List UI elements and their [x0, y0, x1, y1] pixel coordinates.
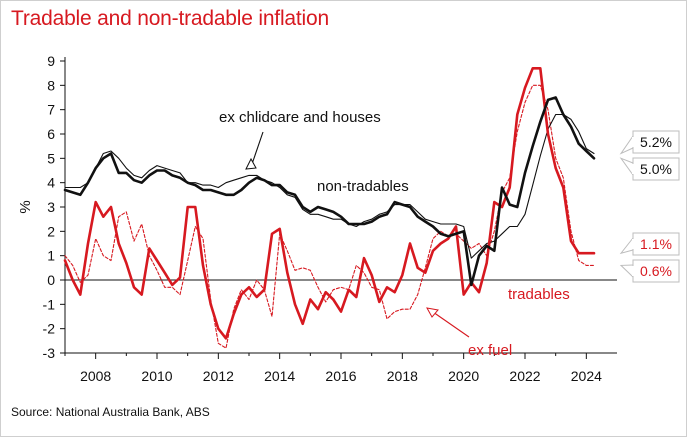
annotation-tradables: tradables [508, 286, 570, 303]
y-tick-label: -2 [43, 321, 56, 337]
source-note: Source: National Australia Bank, ABS [11, 405, 210, 419]
ex-fuel-arrowhead [426, 307, 439, 318]
x-tick-label: 2016 [325, 368, 356, 384]
series-line-non-tradables [63, 96, 596, 287]
callout-text: 1.1% [640, 236, 672, 252]
callout-text: 5.2% [640, 134, 672, 150]
series-group [63, 67, 596, 349]
x-tick-label: 2020 [448, 368, 479, 384]
x-tick-label: 2010 [141, 368, 172, 384]
annotation-group: ex chlidcare and houses non-tradables tr… [219, 109, 570, 359]
y-tick-label: -3 [43, 345, 56, 361]
annotation-non-tradables: non-tradables [317, 178, 409, 195]
callout-pointer [619, 135, 634, 155]
annotation-ex-childcare: ex chlidcare and houses [219, 109, 381, 126]
x-tick-label: 2012 [203, 368, 234, 384]
ex-childcare-arrowhead [245, 157, 257, 170]
y-tick-label: 5 [47, 150, 55, 166]
y-tick-label: 9 [47, 53, 55, 69]
ex-fuel-arrow [432, 311, 470, 338]
x-tick-label: 2008 [80, 368, 111, 384]
callout-pointer [619, 157, 634, 176]
x-tick-label: 2014 [264, 368, 295, 384]
x-tick-label: 2018 [387, 368, 418, 384]
y-tick-label: 1 [47, 248, 55, 264]
callout-pointer [619, 264, 634, 278]
y-tick-label: 2 [47, 223, 55, 239]
end-label-3: 1.1% [619, 232, 680, 256]
x-tick-label: 2022 [509, 368, 540, 384]
end-label-4: 0.6% [619, 259, 680, 283]
y-tick-label: 4 [47, 175, 55, 191]
chart-title: Tradable and non-tradable inflation [11, 7, 329, 30]
y-tick-label: 3 [47, 199, 55, 215]
ex-childcare-arrow [250, 131, 264, 168]
annotation-ex-fuel: ex fuel [468, 342, 512, 359]
callout-pointer [619, 237, 634, 255]
x-tick-label: 2024 [571, 368, 602, 384]
y-tick-label: 7 [47, 102, 55, 118]
callout-text: 5.0% [640, 161, 672, 177]
callout-text: 0.6% [640, 263, 672, 279]
y-axis-label: % [17, 200, 34, 213]
axes-group: -3 -2 -1 0 1 2 3 4 5 6 7 8 9 2008 2010 2012 2014 2016 2018… [17, 53, 617, 384]
y-tick-label: 8 [47, 77, 55, 93]
end-label-2: 5.0% [619, 157, 680, 181]
end-label-1: 5.2% [619, 130, 680, 155]
y-tick-label: 6 [47, 126, 55, 142]
end-label-group: 5.2% 5.0% 1.1% 0.6% [619, 130, 680, 283]
y-tick-label: -1 [43, 296, 56, 312]
y-tick-label: 0 [47, 272, 55, 288]
series-line-ex-chlidcare-and-houses [64, 113, 595, 259]
